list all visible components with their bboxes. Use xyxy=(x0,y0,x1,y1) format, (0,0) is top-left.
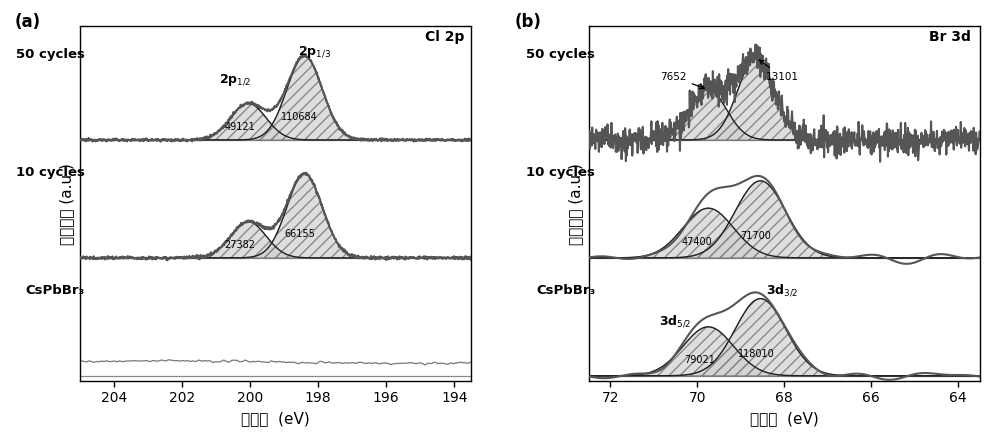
X-axis label: 结合能  (eV): 结合能 (eV) xyxy=(241,411,310,426)
Text: 50 cycles: 50 cycles xyxy=(526,48,595,61)
Text: (b): (b) xyxy=(515,13,542,31)
Text: 27382: 27382 xyxy=(224,240,255,250)
Text: 7652: 7652 xyxy=(660,72,704,89)
Text: 2p$_{1/3}$: 2p$_{1/3}$ xyxy=(298,45,331,60)
Text: (a): (a) xyxy=(15,13,41,31)
Text: 49121: 49121 xyxy=(225,122,255,132)
Text: Br 3d: Br 3d xyxy=(929,31,971,45)
Text: 110684: 110684 xyxy=(281,112,318,121)
X-axis label: 结合能  (eV): 结合能 (eV) xyxy=(750,411,819,426)
Y-axis label: 信号强度 (a.u.): 信号强度 (a.u.) xyxy=(568,163,583,244)
Text: CsPbBr₃: CsPbBr₃ xyxy=(26,284,85,297)
Text: 118010: 118010 xyxy=(738,349,774,359)
Y-axis label: 信号强度 (a.u.): 信号强度 (a.u.) xyxy=(59,163,74,244)
Text: 66155: 66155 xyxy=(284,230,315,240)
Text: 3d$_{3/2}$: 3d$_{3/2}$ xyxy=(766,283,798,298)
Text: 10 cycles: 10 cycles xyxy=(16,166,85,179)
Text: 10 cycles: 10 cycles xyxy=(526,166,595,179)
Text: 79021: 79021 xyxy=(684,355,715,365)
Text: 3d$_{5/2}$: 3d$_{5/2}$ xyxy=(659,314,692,329)
Text: 2p$_{1/2}$: 2p$_{1/2}$ xyxy=(219,72,251,88)
Text: CsPbBr₃: CsPbBr₃ xyxy=(536,284,595,297)
Text: 47400: 47400 xyxy=(682,237,713,247)
Text: Cl 2p: Cl 2p xyxy=(425,31,464,45)
Text: 50 cycles: 50 cycles xyxy=(16,48,85,61)
Text: 13101: 13101 xyxy=(759,60,799,82)
Text: 71700: 71700 xyxy=(741,231,772,241)
